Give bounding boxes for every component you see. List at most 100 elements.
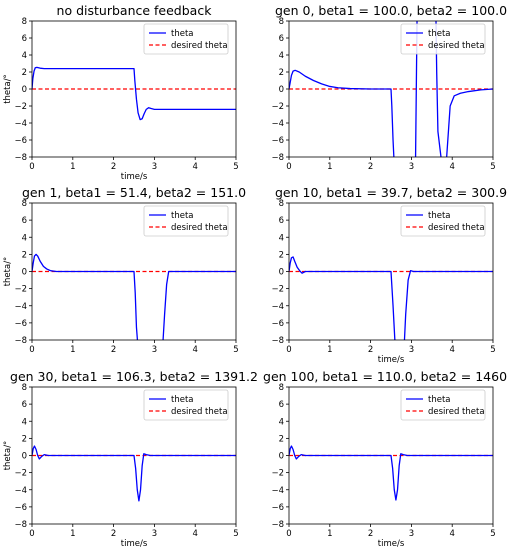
y-tick-label: 4 [279,417,284,427]
y-tick-label: −2 [14,469,27,479]
y-tick-label: −8 [14,520,27,530]
x-tick-label: 0 [29,162,34,172]
y-tick-label: −4 [14,486,27,496]
y-tick-label: −2 [271,102,284,112]
x-tick-label: 0 [29,345,34,355]
y-tick-label: 8 [279,199,284,209]
y-tick-label: 6 [279,34,284,44]
x-tick-label: 5 [233,345,238,355]
y-axis-label: theta/° [3,257,13,287]
y-axis-label: theta/° [3,441,13,471]
legend-label: theta [428,29,451,39]
plot-frame [288,20,494,158]
legend-box [143,23,229,55]
y-tick-label: −8 [271,520,284,530]
x-tick-label: 4 [449,529,454,539]
theta-series-line [32,66,236,121]
chart-title: gen 30, beta1 = 106.3, beta2 = 1391.2 [10,369,258,384]
y-tick-label: −2 [271,285,284,295]
legend-label: theta [171,211,194,221]
y-tick-label: −4 [14,119,27,129]
y-tick-label: 4 [22,51,27,61]
legend-label: theta [428,395,451,405]
legend-label: theta [171,29,194,39]
theta-series-line [32,445,236,502]
x-tick-label: 0 [286,345,291,355]
y-tick-label: −6 [271,136,284,146]
x-tick-label: 3 [409,162,414,172]
y-tick-label: 2 [22,68,27,78]
x-tick-label: 5 [233,529,238,539]
x-tick-label: 0 [29,529,34,539]
plot-frame [288,386,494,525]
legend-label: theta [171,395,194,405]
y-tick-label: 2 [22,250,27,260]
y-tick-label: −2 [14,285,27,295]
theta-series-line [289,21,493,157]
y-tick-label: 8 [279,17,284,27]
x-tick-label: 2 [368,529,373,539]
y-tick-label: 4 [279,233,284,243]
y-tick-label: 6 [22,400,27,410]
y-tick-label: 6 [279,400,284,410]
x-axis-label: time/s [121,172,148,182]
y-tick-label: 6 [22,34,27,44]
legend-box [400,389,486,421]
plot-frame [288,202,494,341]
chart-panel-3: gen 1, beta1 = 51.4, beta2 = 151.086420−… [3,185,246,355]
x-tick-label: 5 [490,345,495,355]
x-tick-label: 4 [192,162,197,172]
x-tick-label: 3 [152,345,157,355]
chart-title: gen 0, beta1 = 100.0, beta2 = 100.0 [275,3,507,18]
y-tick-label: −6 [271,319,284,329]
y-tick-label: 6 [22,216,27,226]
y-tick-label: −6 [14,503,27,513]
y-tick-label: 6 [279,216,284,226]
y-axis-label: theta/° [3,74,13,104]
y-tick-label: 0 [22,268,27,278]
x-tick-label: 2 [368,345,373,355]
x-tick-label: 2 [111,529,116,539]
chart-title: no disturbance feedback [57,3,213,18]
x-axis-label: time/s [121,539,148,549]
legend-label: desired theta [428,41,485,51]
x-tick-label: 2 [368,162,373,172]
y-tick-label: 2 [22,434,27,444]
x-tick-label: 3 [409,529,414,539]
chart-panel-2: gen 0, beta1 = 100.0, beta2 = 100.08 6 4 2 0… [271,3,507,172]
y-tick-label: −4 [14,302,27,312]
x-tick-label: 4 [449,345,454,355]
chart-panel-5: gen 30, beta1 = 106.3, beta2 = 1391.28 6 4… [3,369,258,549]
x-tick-label: 0 [286,529,291,539]
y-tick-label: 0 [22,85,27,95]
legend-label: desired theta [428,223,485,233]
y-tick-label: 4 [22,233,27,243]
legend-box [143,205,229,237]
chart-title: gen 1, beta1 = 51.4, beta2 = 151.0 [22,185,246,200]
x-axis-label: time/s [378,355,405,365]
x-tick-label: 4 [449,162,454,172]
x-tick-label: 1 [70,345,75,355]
x-tick-label: 5 [490,529,495,539]
y-tick-label: −8 [14,336,27,346]
y-tick-label: 2 [279,250,284,260]
chart-title: gen 10, beta1 = 39.7, beta2 = 300.9 [275,185,507,200]
y-tick-label: 4 [279,51,284,61]
y-tick-label: 8 [22,199,27,209]
legend-label: desired theta [428,407,485,417]
y-tick-label: −4 [271,302,284,312]
x-tick-label: 5 [490,162,495,172]
y-tick-label: 8 [22,17,27,27]
y-tick-label: 0 [279,268,284,278]
chart-panel-4: gen 10, beta1 = 39.7, beta2 = 300.98 6 4 2 0… [271,185,507,365]
y-tick-label: 4 [22,417,27,427]
y-tick-label: 0 [22,452,27,462]
legend-box [143,389,229,421]
x-tick-label: 1 [70,162,75,172]
chart-panel-6: gen 100, beta1 = 110.0, beta2 = 1460.08 6… [263,369,507,549]
x-tick-label: 5 [233,162,238,172]
plot-frame [31,20,237,158]
theta-series-line [289,445,493,501]
y-tick-label: 2 [279,434,284,444]
